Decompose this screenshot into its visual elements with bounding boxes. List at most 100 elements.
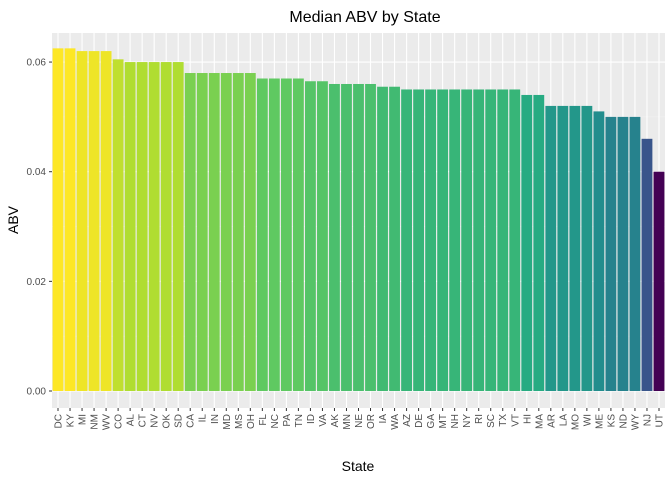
x-tick-label-id: ID [306,414,317,424]
bar-dc [52,48,64,392]
x-tick-label-mt: MT [438,414,449,428]
bar-co [112,59,124,392]
bar-id [305,81,316,392]
x-tick-label-md: MD [222,414,233,430]
bar-va [317,81,328,392]
bar-nh [449,89,461,392]
bar-ny [461,89,473,392]
x-tick-label-sd: SD [174,414,185,428]
x-tick-label-al: AL [126,414,137,427]
x-tick-label-pa: PA [282,414,293,427]
x-tick-label-ri: RI [474,414,485,424]
bar-nm [88,51,100,392]
x-tick-label-ky: KY [66,414,77,428]
bar-sc [485,89,497,392]
x-tick-label-mi: MI [78,414,89,425]
x-tick-label-va: VA [318,414,329,427]
y-tick-label: 0.04 [27,167,47,178]
bar-me [593,111,605,392]
x-tick-label-ca: CA [186,414,197,428]
x-tick-label-ct: CT [138,414,149,427]
x-tick-label-me: ME [594,414,605,429]
x-tick-label-la: LA [558,414,569,427]
bar-pa [280,78,292,392]
bar-tn [292,78,304,392]
bar-ut [653,171,665,392]
x-tick-label-nm: NM [90,414,101,430]
x-tick-label-or: OR [366,414,377,429]
x-tick-label-wy: WY [630,414,641,430]
bar-mn [341,83,352,392]
x-tick-label-ne: NE [354,414,365,428]
x-tick-label-tx: TX [498,414,509,427]
bar-al [124,62,136,392]
bar-mi [76,51,88,392]
bar-az [401,89,412,392]
bar-ak [329,83,340,392]
bar-in [208,73,220,392]
bar-vt [509,89,521,392]
bar-nc [268,78,280,392]
x-tick-label-nj: NJ [642,414,653,426]
bar-ok [160,62,172,392]
x-tick-label-hi: HI [522,414,533,424]
x-tick-label-de: DE [414,414,425,428]
bar-ca [184,73,196,392]
bar-ri [473,89,485,392]
x-tick-label-nh: NH [450,414,461,428]
bar-mo [569,105,581,392]
x-tick-label-ar: AR [546,414,557,428]
x-tick-label-mo: MO [570,414,581,430]
x-tick-label-oh: OH [246,414,257,429]
x-tick-label-az: AZ [402,414,413,427]
x-tick-label-sc: SC [486,414,497,428]
bars [52,48,665,392]
bar-wi [581,105,593,392]
y-tick-label: 0.06 [27,58,47,69]
x-tick-label-ak: AK [330,414,341,428]
bar-nv [148,62,160,392]
bar-ga [425,89,437,392]
bar-or [365,83,376,392]
x-tick-label-nc: NC [270,414,281,428]
x-tick-label-vt: VT [510,414,521,427]
bar-fl [256,78,268,392]
bar-hi [521,94,533,392]
bar-ms [232,73,244,392]
x-tick-label-wa: WA [390,414,401,430]
x-tick-label-nv: NV [150,414,161,428]
x-tick-label-dc: DC [54,414,65,428]
bar-mt [437,89,449,392]
y-axis-title: ABV [5,205,21,234]
bar-wy [629,116,641,392]
x-tick-label-ny: NY [462,414,473,428]
x-tick-label-in: IN [210,414,221,424]
x-tick-label-co: CO [114,414,125,429]
x-tick-label-il: IL [198,414,209,423]
x-tick-label-ma: MA [534,414,545,429]
y-tick-label: 0.02 [27,277,47,288]
x-tick-label-nd: ND [618,414,629,428]
bar-ct [136,62,148,392]
x-tick-label-wv: WV [102,414,113,430]
bar-ma [533,94,545,392]
x-tick-label-ms: MS [234,414,245,429]
x-tick-label-ks: KS [606,414,617,428]
x-axis-title: State [342,458,375,474]
bar-la [557,105,569,392]
bar-oh [244,73,256,392]
x-axis: DC KY MI NM WV CO AL CT NV OK SD CA IL IN MD MS OH FL NC PA… [54,408,665,430]
bar-ky [64,48,76,392]
bar-nj [641,138,653,392]
x-tick-label-ut: UT [654,414,665,427]
bar-ia [377,86,388,392]
x-tick-label-ga: GA [426,414,437,429]
x-tick-label-ia: IA [378,414,389,424]
bar-ne [353,83,364,392]
bar-tx [497,89,509,392]
bar-md [220,73,232,392]
bar-de [413,89,425,392]
bar-wa [389,86,400,392]
x-tick-label-tn: TN [294,414,305,427]
